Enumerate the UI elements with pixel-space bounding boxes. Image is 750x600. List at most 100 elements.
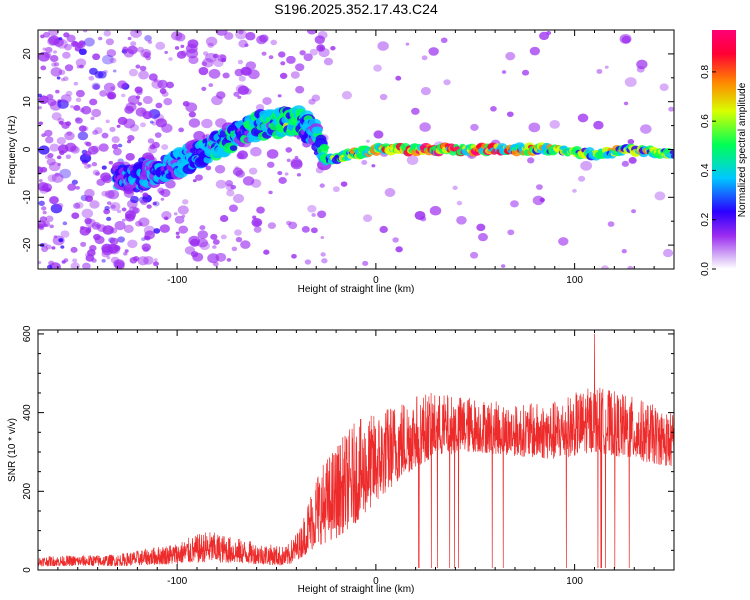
heatmap-cell bbox=[501, 70, 507, 74]
heatmap-cell bbox=[46, 157, 56, 166]
heatmap-cell bbox=[65, 154, 72, 159]
heatmap-cell bbox=[38, 93, 43, 98]
heatmap-cell bbox=[48, 161, 61, 172]
heatmap-cell bbox=[60, 245, 65, 249]
heatmap-cell bbox=[48, 260, 55, 266]
heatmap-cell bbox=[140, 122, 146, 128]
heatmap-cell bbox=[178, 127, 185, 133]
heatmap-cell bbox=[238, 75, 246, 82]
heatmap-cell bbox=[84, 150, 92, 157]
heatmap-cell bbox=[59, 168, 72, 179]
heatmap-cell bbox=[98, 143, 109, 152]
heatmap-cell bbox=[62, 51, 71, 59]
heatmap-cell bbox=[321, 258, 328, 264]
heatmap-cell bbox=[175, 231, 180, 235]
heatmap-cell bbox=[323, 57, 334, 66]
heatmap-cell bbox=[87, 163, 92, 168]
heatmap-cell bbox=[428, 47, 439, 56]
heatmap-cell bbox=[203, 51, 209, 56]
heatmap-cell bbox=[56, 76, 61, 80]
heatmap-cell bbox=[294, 155, 299, 159]
heatmap-cell bbox=[228, 204, 238, 213]
spectrogram-y-tick-label: -20 bbox=[22, 237, 33, 252]
heatmap-cell bbox=[311, 94, 321, 102]
heatmap-cell bbox=[130, 30, 143, 38]
heatmap-cell bbox=[51, 112, 62, 121]
heatmap-cell bbox=[38, 200, 45, 206]
heatmap-cell bbox=[361, 159, 368, 165]
heatmap-cell bbox=[106, 49, 117, 58]
heatmap-cell bbox=[63, 32, 70, 38]
heatmap-cell bbox=[64, 43, 72, 51]
heatmap-cell bbox=[84, 163, 90, 169]
heatmap-cell bbox=[61, 260, 66, 264]
heatmap-cell bbox=[188, 55, 199, 65]
heatmap-cell bbox=[117, 80, 128, 89]
heatmap-cell bbox=[237, 150, 249, 160]
heatmap-cell bbox=[75, 58, 87, 68]
heatmap-cell bbox=[109, 57, 117, 64]
heatmap-cell bbox=[181, 214, 186, 218]
heatmap-cell bbox=[317, 30, 328, 40]
heatmap-cell bbox=[73, 105, 81, 111]
heatmap-cell bbox=[139, 65, 147, 72]
heatmap-cell bbox=[122, 46, 129, 52]
heatmap-cell bbox=[636, 59, 648, 70]
heatmap-cell bbox=[296, 173, 301, 177]
heatmap-cell bbox=[45, 136, 54, 144]
heatmap-cell bbox=[201, 61, 208, 67]
heatmap-cell bbox=[237, 85, 250, 95]
heatmap-cell bbox=[619, 33, 632, 44]
heatmap-cell bbox=[277, 170, 283, 176]
heatmap-cell bbox=[212, 239, 220, 245]
heatmap-cell bbox=[60, 94, 72, 104]
heatmap-cell bbox=[103, 208, 111, 215]
heatmap-cell bbox=[406, 155, 419, 165]
snr-y-tick-label: 0 bbox=[22, 567, 33, 573]
heatmap-cell bbox=[268, 55, 274, 60]
spectrogram-y-label: Frequency (Hz) bbox=[7, 116, 18, 185]
heatmap-cell bbox=[56, 136, 67, 145]
heatmap-cell bbox=[411, 107, 420, 115]
heatmap-cell bbox=[84, 188, 95, 198]
heatmap-cell bbox=[174, 46, 180, 50]
heatmap-cell bbox=[235, 236, 243, 243]
heatmap-cell bbox=[56, 38, 68, 49]
heatmap-cell bbox=[182, 100, 190, 107]
heatmap-cell bbox=[549, 120, 561, 129]
heatmap-ridge-cell bbox=[313, 126, 323, 134]
colorbar-tick-label: 0.8 bbox=[700, 64, 711, 78]
heatmap-cell bbox=[129, 257, 138, 264]
heatmap-cell bbox=[108, 160, 114, 165]
heatmap-cell bbox=[242, 176, 255, 186]
heatmap-cell bbox=[222, 72, 230, 79]
heatmap-cell bbox=[165, 81, 174, 89]
heatmap-cell bbox=[72, 258, 78, 263]
heatmap-cell bbox=[58, 37, 63, 41]
heatmap-cell bbox=[103, 30, 111, 37]
heatmap-cell bbox=[295, 85, 305, 94]
heatmap-cell bbox=[505, 51, 516, 61]
heatmap-cell bbox=[161, 211, 172, 220]
heatmap-cell bbox=[138, 70, 149, 80]
heatmap-cell bbox=[362, 214, 373, 223]
heatmap-cell bbox=[268, 190, 273, 195]
snr-y-tick-label: 200 bbox=[22, 483, 33, 500]
heatmap-cell bbox=[521, 69, 530, 76]
heatmap-cell bbox=[78, 48, 87, 56]
heatmap-cell bbox=[84, 195, 94, 203]
heatmap-cell bbox=[663, 248, 674, 258]
heatmap-cell bbox=[237, 95, 242, 100]
snr-y-ticks: 0 200 400 600 bbox=[22, 325, 674, 573]
heatmap-cell bbox=[79, 226, 91, 236]
heatmap-cell bbox=[58, 238, 64, 243]
heatmap-cell bbox=[124, 249, 129, 253]
heatmap-cell bbox=[66, 131, 73, 136]
heatmap-cell bbox=[107, 91, 117, 100]
spectrogram-heatmap bbox=[38, 30, 674, 269]
heatmap-cell bbox=[50, 203, 63, 214]
heatmap-cell bbox=[125, 152, 135, 161]
heatmap-cell bbox=[78, 125, 87, 132]
heatmap-cell bbox=[452, 185, 458, 191]
heatmap-cell bbox=[263, 249, 270, 255]
